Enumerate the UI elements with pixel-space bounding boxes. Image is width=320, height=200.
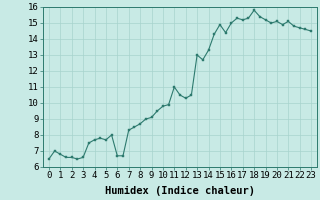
X-axis label: Humidex (Indice chaleur): Humidex (Indice chaleur) [105,186,255,196]
